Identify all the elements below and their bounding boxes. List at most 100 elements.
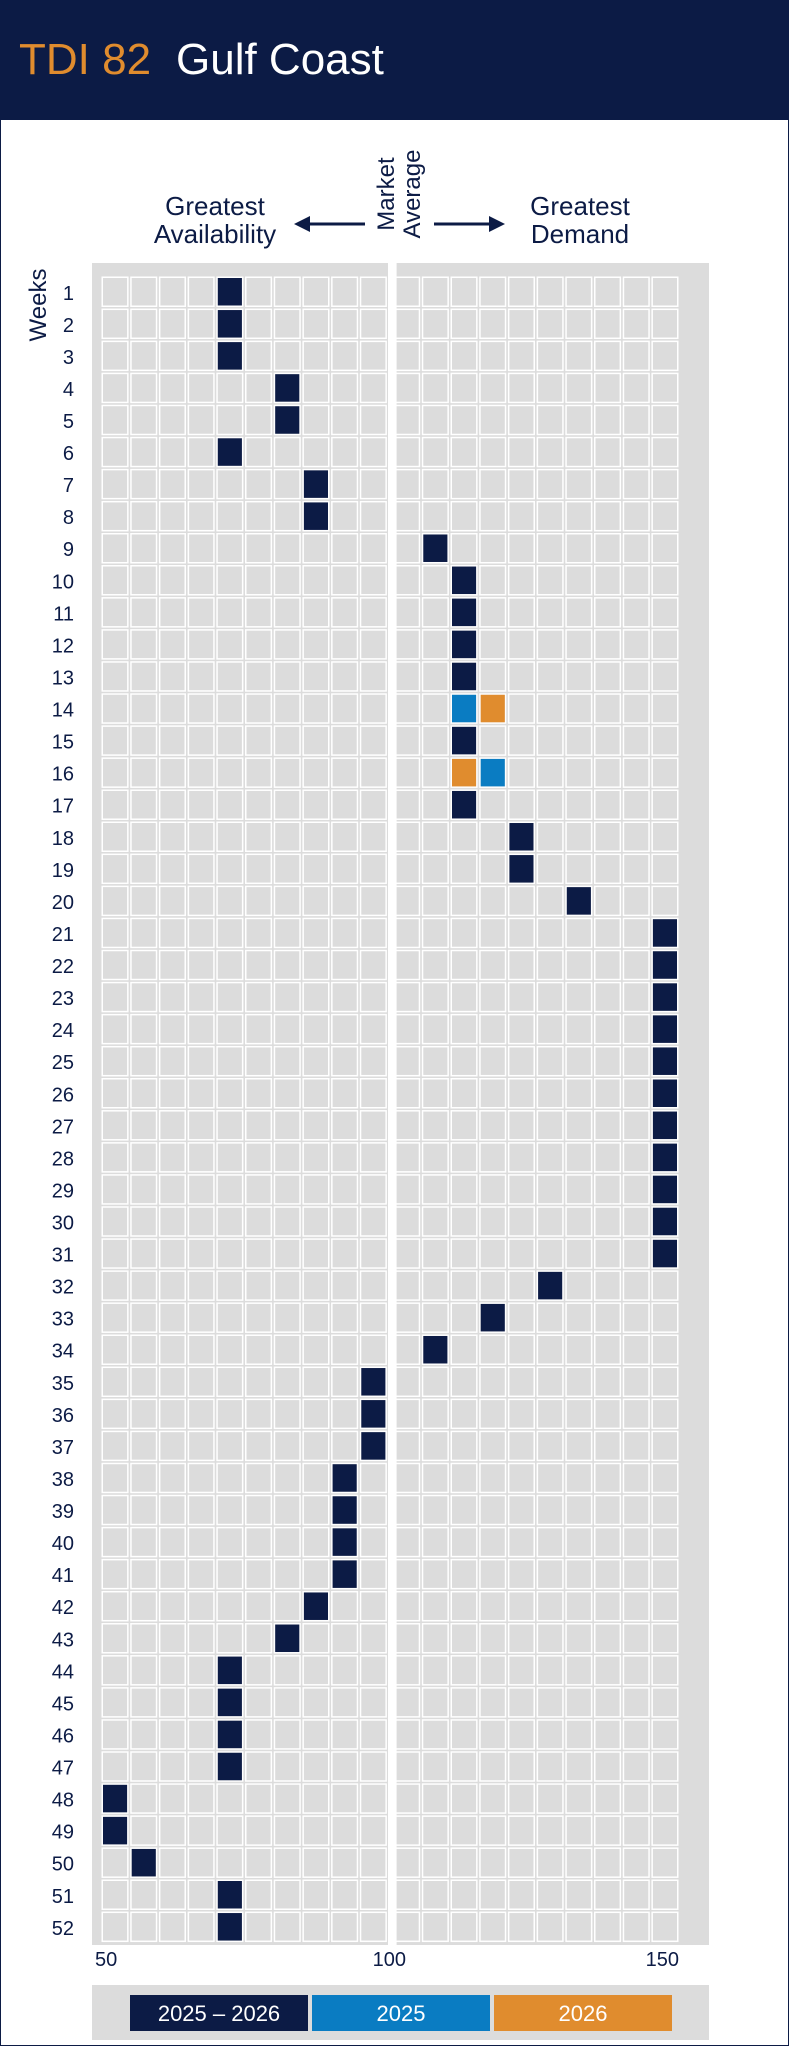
week-label: 18 <box>52 828 74 850</box>
grid-cell <box>538 406 563 434</box>
mark-2025-2026 <box>332 1464 357 1492</box>
grid-cell <box>275 1368 300 1396</box>
grid-cell <box>332 1688 357 1717</box>
grid-cell <box>595 790 620 819</box>
grid-cell <box>131 1015 156 1043</box>
grid-cell <box>480 534 505 562</box>
grid-cell <box>131 694 156 723</box>
grid-cell <box>275 1175 300 1204</box>
grid-cell <box>275 278 300 306</box>
grid-cell <box>509 310 534 338</box>
grid-cell <box>509 919 534 947</box>
grid-cell <box>189 1720 214 1749</box>
grid-cell <box>624 1656 649 1685</box>
grid-cell <box>131 566 156 595</box>
grid-cell <box>566 1303 591 1332</box>
mark-2025-2026 <box>652 1175 677 1204</box>
mark-2025-2026 <box>361 1400 386 1428</box>
grid-cell <box>595 1913 620 1941</box>
grid-cell <box>652 823 677 851</box>
grid-cell <box>246 983 271 1011</box>
grid-cell <box>189 310 214 338</box>
grid-cell <box>131 1752 156 1781</box>
grid-cell <box>652 374 677 402</box>
week-label: 11 <box>53 603 74 625</box>
grid-cell <box>103 566 128 595</box>
grid-cell <box>361 1207 386 1236</box>
grid-cell <box>566 1496 591 1524</box>
grid-cell <box>394 1207 419 1236</box>
grid-cell <box>566 278 591 306</box>
grid-cell <box>361 855 386 883</box>
grid-cell <box>160 1047 185 1075</box>
grid-cell <box>566 1079 591 1107</box>
grid-cell <box>246 310 271 338</box>
week-label: 51 <box>52 1886 74 1908</box>
grid-cell <box>103 1881 128 1909</box>
grid-cell <box>480 790 505 819</box>
grid-cell <box>394 887 419 915</box>
grid-cell <box>624 1464 649 1492</box>
grid-cell <box>246 726 271 755</box>
grid-cell <box>361 726 386 755</box>
grid-cell <box>509 630 534 659</box>
grid-cell <box>624 598 649 627</box>
grid-cell <box>103 1656 128 1685</box>
grid-cell <box>217 1848 242 1877</box>
grid-cell <box>423 1656 448 1685</box>
grid-cell <box>394 630 419 659</box>
grid-cell <box>160 502 185 530</box>
grid-cell <box>452 1015 477 1043</box>
grid-cell <box>595 1752 620 1781</box>
grid-cell <box>103 1143 128 1172</box>
grid-cell <box>332 310 357 338</box>
mark-2025-2026 <box>217 1720 242 1749</box>
grid-cell <box>332 855 357 883</box>
grid-cell <box>480 1913 505 1941</box>
grid-cell <box>624 438 649 466</box>
grid-cell <box>595 1432 620 1460</box>
grid-cell <box>131 1881 156 1909</box>
grid-cell <box>275 534 300 562</box>
grid-cell <box>160 887 185 915</box>
grid-cell <box>361 1175 386 1204</box>
grid-cell <box>160 1816 185 1845</box>
grid-cell <box>103 1560 128 1588</box>
grid-cell <box>275 630 300 659</box>
grid-cell <box>303 1881 328 1909</box>
mark-2026 <box>452 758 477 787</box>
grid-cell <box>160 566 185 595</box>
grid-cell <box>160 1784 185 1813</box>
grid-cell <box>423 566 448 595</box>
region-title: Gulf Coast <box>176 35 384 84</box>
grid-cell <box>303 1752 328 1781</box>
grid-cell <box>566 1175 591 1204</box>
grid-cell <box>480 919 505 947</box>
grid-cell <box>361 406 386 434</box>
mark-2025-2026 <box>332 1528 357 1556</box>
grid-cell <box>246 1175 271 1204</box>
grid-cell <box>275 566 300 595</box>
grid-cell <box>538 1720 563 1749</box>
grid-cell <box>361 470 386 498</box>
grid-cell <box>160 1464 185 1492</box>
grid-cell <box>332 1752 357 1781</box>
grid-cell <box>189 662 214 691</box>
grid-cell <box>131 406 156 434</box>
grid-cell <box>452 502 477 530</box>
grid-cell <box>303 983 328 1011</box>
grid-cell <box>275 823 300 851</box>
grid-cell <box>480 630 505 659</box>
grid-cell <box>394 1368 419 1396</box>
grid-cell <box>480 1207 505 1236</box>
grid-cell <box>566 1881 591 1909</box>
grid-cell <box>160 1335 185 1364</box>
grid-cell <box>275 726 300 755</box>
grid-cell <box>361 1303 386 1332</box>
grid-cell <box>131 887 156 915</box>
grid-cell <box>361 1335 386 1364</box>
grid-cell <box>595 1400 620 1428</box>
grid-cell <box>189 1207 214 1236</box>
grid-cell <box>246 438 271 466</box>
grid-cell <box>452 1913 477 1941</box>
